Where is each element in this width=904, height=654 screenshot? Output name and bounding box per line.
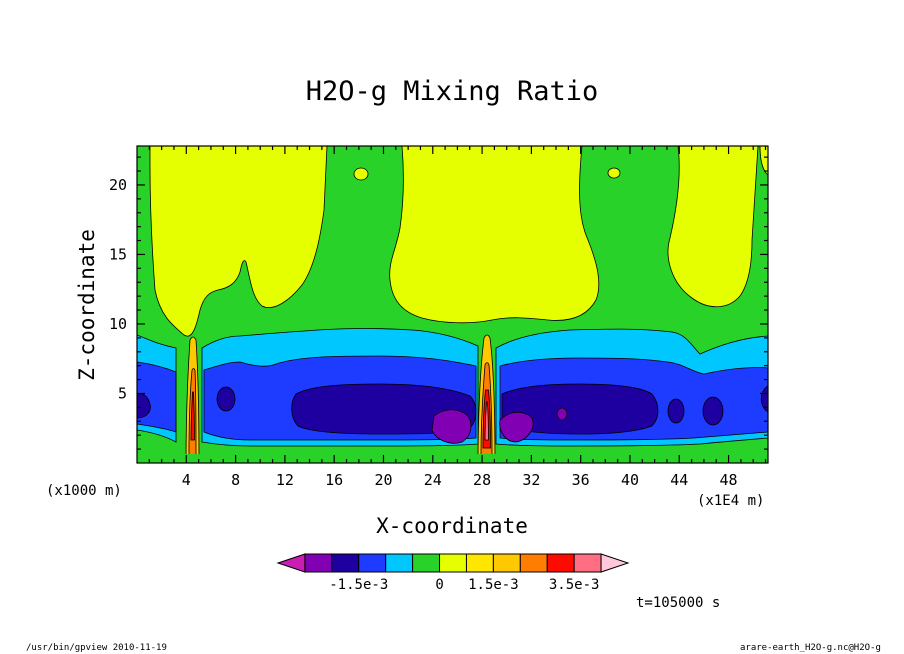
x-tick-label: 28	[473, 471, 491, 489]
colorbar-swatch	[358, 553, 387, 573]
x-tick-label: 16	[325, 471, 343, 489]
purple-spot-3	[556, 407, 568, 421]
colorbar-swatch	[331, 553, 360, 573]
colorbar-swatch	[492, 553, 521, 573]
x-tick-label: 8	[231, 471, 240, 489]
y-tick-label: 10	[109, 315, 127, 333]
colorbar-label: -1.5e-3	[329, 577, 388, 593]
x-axis-label: X-coordinate	[376, 514, 528, 538]
colorbar-swatch	[519, 553, 548, 573]
footer-right: arare-earth_H2O-g.nc@H2O-g	[740, 643, 881, 653]
navy-blob-left	[216, 386, 236, 412]
navy-core-right	[501, 383, 659, 435]
chart-title: H2O-g Mixing Ratio	[305, 76, 599, 107]
x-tick-label: 20	[374, 471, 392, 489]
colorbar-label: 0	[435, 577, 443, 593]
x-tick-label: 40	[621, 471, 639, 489]
y-axis-label: Z-coordinate	[75, 229, 99, 381]
x-tick-label: 36	[572, 471, 590, 489]
navy-blob-right-2	[702, 396, 724, 426]
footer-left: /usr/bin/gpview 2010-11-19	[26, 643, 167, 653]
colorbar-label: 1.5e-3	[468, 577, 519, 593]
colorbar-swatch	[600, 553, 630, 573]
x-scale-label: (x1E4 m)	[697, 493, 765, 509]
colorbar-swatch	[412, 553, 441, 573]
colorbar-swatch	[304, 553, 333, 573]
yellow-spot-1	[353, 167, 369, 181]
x-tick-label: 32	[522, 471, 540, 489]
yellow-region-2	[389, 146, 600, 324]
x-tick-label: 12	[276, 471, 294, 489]
colorbar-label: 3.5e-3	[549, 577, 600, 593]
purple-patch-2	[499, 411, 534, 443]
updraft-center-pink	[484, 401, 489, 441]
bottom-strip	[137, 454, 768, 463]
navy-blob-right-1	[667, 398, 685, 424]
x-tick-label: 24	[424, 471, 442, 489]
colorbar-swatch	[465, 553, 494, 573]
x-tick-label: 48	[720, 471, 738, 489]
y-tick-label: 15	[109, 245, 127, 263]
y-tick-label: 20	[109, 176, 127, 194]
yellow-region-1	[149, 146, 328, 337]
y-tick-label: 5	[118, 384, 127, 402]
purple-patch-1	[431, 409, 472, 444]
colorbar-swatch	[276, 553, 306, 573]
x-tick-label: 44	[670, 471, 688, 489]
updraft-left-red	[190, 391, 195, 441]
yellow-region-3	[667, 146, 759, 308]
x-tick-label: 4	[182, 471, 191, 489]
colorbar-swatch	[385, 553, 414, 573]
yellow-spot-2	[607, 167, 621, 179]
plot-frame	[136, 145, 769, 464]
time-annotation: t=105000 s	[636, 595, 721, 611]
colorbar-swatch	[439, 553, 467, 573]
colorbar-swatch	[573, 553, 602, 573]
colorbar-swatch	[546, 553, 575, 573]
x-unit-label: (x1000 m)	[46, 483, 122, 499]
